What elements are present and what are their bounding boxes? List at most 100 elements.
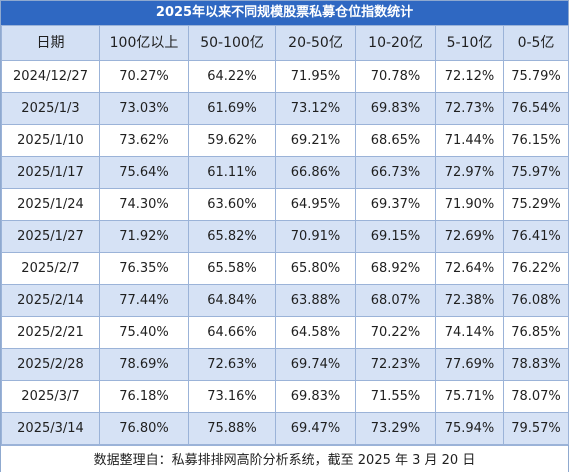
cell-50-100: 65.82%: [188, 220, 276, 253]
date-cell: 2025/1/27: [1, 220, 100, 253]
cell-100plus: 74.30%: [99, 188, 189, 221]
table-row: 2025/3/7 76.18% 73.16% 69.83% 71.55% 75.71% 78…: [1, 380, 569, 413]
cell-5-10: 72.97%: [435, 156, 504, 189]
cell-100plus: 70.27%: [99, 60, 189, 93]
table-row: 2025/1/10 73.62% 59.62% 69.21% 68.65% 71.44% 7…: [1, 124, 569, 157]
cell-50-100: 61.11%: [188, 156, 276, 189]
table-body: 2024/12/27 70.27% 64.22% 71.95% 70.78% 72.12%…: [1, 60, 569, 445]
table-row: 2025/3/14 76.80% 75.88% 69.47% 73.29% 75.94% 7…: [1, 412, 569, 445]
cell-0-5: 76.15%: [503, 124, 569, 157]
cell-10-20: 73.29%: [355, 412, 436, 445]
table-row: 2025/1/17 75.64% 61.11% 66.86% 66.73% 72.97% 7…: [1, 156, 569, 189]
date-cell: 2025/2/28: [1, 348, 100, 381]
header-row: 日期 100亿以上 50-100亿 20-50亿 10-20亿 5-10亿 0-…: [1, 25, 569, 61]
table-row: 2025/1/24 74.30% 63.60% 64.95% 69.37% 71.90% 7…: [1, 188, 569, 221]
cell-50-100: 64.22%: [188, 60, 276, 93]
cell-20-50: 71.95%: [275, 60, 356, 93]
date-cell: 2025/3/14: [1, 412, 100, 445]
cell-10-20: 68.07%: [355, 284, 436, 317]
date-cell: 2025/2/7: [1, 252, 100, 285]
date-cell: 2025/1/24: [1, 188, 100, 221]
cell-100plus: 76.80%: [99, 412, 189, 445]
date-cell: 2025/1/3: [1, 92, 100, 125]
cell-20-50: 63.88%: [275, 284, 356, 317]
date-cell: 2024/12/27: [1, 60, 100, 93]
cell-10-20: 71.55%: [355, 380, 436, 413]
cell-5-10: 72.38%: [435, 284, 504, 317]
cell-5-10: 71.90%: [435, 188, 504, 221]
cell-20-50: 69.47%: [275, 412, 356, 445]
source-footnote: 数据整理自：私募排排网高阶分析系统，截至 2025 年 3 月 20 日: [1, 445, 568, 476]
table-row: 2025/2/21 75.40% 64.66% 64.58% 70.22% 74.14% 7…: [1, 316, 569, 349]
cell-0-5: 75.29%: [503, 188, 569, 221]
cell-100plus: 73.62%: [99, 124, 189, 157]
col-header-50-100: 50-100亿: [188, 25, 276, 61]
col-header-5-10: 5-10亿: [435, 25, 504, 61]
table-row: 2025/1/27 71.92% 65.82% 70.91% 69.15% 72.69% 7…: [1, 220, 569, 253]
cell-5-10: 72.69%: [435, 220, 504, 253]
cell-20-50: 64.58%: [275, 316, 356, 349]
cell-50-100: 73.16%: [188, 380, 276, 413]
cell-10-20: 69.15%: [355, 220, 436, 253]
cell-100plus: 76.18%: [99, 380, 189, 413]
date-cell: 2025/1/10: [1, 124, 100, 157]
cell-100plus: 75.64%: [99, 156, 189, 189]
cell-100plus: 75.40%: [99, 316, 189, 349]
cell-50-100: 63.60%: [188, 188, 276, 221]
table-row: 2025/2/14 77.44% 64.84% 63.88% 68.07% 72.38% 7…: [1, 284, 569, 317]
cell-10-20: 68.65%: [355, 124, 436, 157]
cell-5-10: 74.14%: [435, 316, 504, 349]
cell-20-50: 73.12%: [275, 92, 356, 125]
cell-10-20: 66.73%: [355, 156, 436, 189]
cell-10-20: 72.23%: [355, 348, 436, 381]
cell-5-10: 77.69%: [435, 348, 504, 381]
cell-0-5: 76.41%: [503, 220, 569, 253]
cell-50-100: 65.58%: [188, 252, 276, 285]
cell-5-10: 72.64%: [435, 252, 504, 285]
cell-0-5: 78.83%: [503, 348, 569, 381]
position-index-table: 日期 100亿以上 50-100亿 20-50亿 10-20亿 5-10亿 0-…: [1, 25, 569, 445]
cell-0-5: 76.85%: [503, 316, 569, 349]
col-header-20-50: 20-50亿: [275, 25, 356, 61]
cell-50-100: 61.69%: [188, 92, 276, 125]
cell-100plus: 76.35%: [99, 252, 189, 285]
cell-0-5: 75.79%: [503, 60, 569, 93]
cell-5-10: 72.12%: [435, 60, 504, 93]
cell-5-10: 72.73%: [435, 92, 504, 125]
cell-50-100: 72.63%: [188, 348, 276, 381]
cell-50-100: 75.88%: [188, 412, 276, 445]
cell-10-20: 70.78%: [355, 60, 436, 93]
cell-0-5: 75.97%: [503, 156, 569, 189]
cell-0-5: 76.08%: [503, 284, 569, 317]
cell-50-100: 59.62%: [188, 124, 276, 157]
cell-5-10: 75.71%: [435, 380, 504, 413]
col-header-100plus: 100亿以上: [99, 25, 189, 61]
cell-10-20: 68.92%: [355, 252, 436, 285]
cell-0-5: 78.07%: [503, 380, 569, 413]
cell-20-50: 66.86%: [275, 156, 356, 189]
table-row: 2025/2/28 78.69% 72.63% 69.74% 72.23% 77.69% 7…: [1, 348, 569, 381]
cell-5-10: 75.94%: [435, 412, 504, 445]
cell-20-50: 69.83%: [275, 380, 356, 413]
cell-10-20: 69.83%: [355, 92, 436, 125]
cell-100plus: 73.03%: [99, 92, 189, 125]
cell-10-20: 69.37%: [355, 188, 436, 221]
col-header-date: 日期: [1, 25, 100, 61]
cell-50-100: 64.84%: [188, 284, 276, 317]
table-row: 2025/1/3 73.03% 61.69% 73.12% 69.83% 72.73% 76…: [1, 92, 569, 125]
cell-0-5: 76.54%: [503, 92, 569, 125]
cell-20-50: 70.91%: [275, 220, 356, 253]
col-header-0-5: 0-5亿: [503, 25, 569, 61]
date-cell: 2025/2/14: [1, 284, 100, 317]
col-header-10-20: 10-20亿: [355, 25, 436, 61]
cell-50-100: 64.66%: [188, 316, 276, 349]
date-cell: 2025/2/21: [1, 316, 100, 349]
cell-100plus: 71.92%: [99, 220, 189, 253]
table-row: 2025/2/7 76.35% 65.58% 65.80% 68.92% 72.64% 76…: [1, 252, 569, 285]
date-cell: 2025/1/17: [1, 156, 100, 189]
date-cell: 2025/3/7: [1, 380, 100, 413]
cell-5-10: 71.44%: [435, 124, 504, 157]
cell-10-20: 70.22%: [355, 316, 436, 349]
cell-100plus: 78.69%: [99, 348, 189, 381]
